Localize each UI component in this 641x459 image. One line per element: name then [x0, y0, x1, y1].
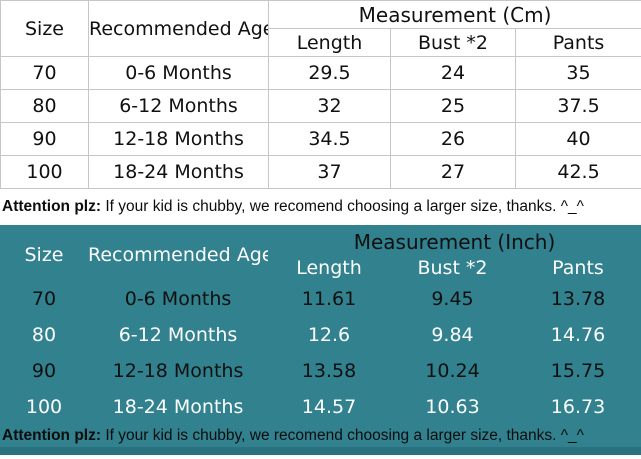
cell-bust: 10.63: [425, 396, 480, 418]
inch-section: Size Recommended Age Measurement (Inch) …: [0, 225, 641, 455]
bottom-strip: [0, 447, 641, 455]
cell-age: 12-18 Months: [112, 360, 244, 382]
attention-note-cm: Attention plz: If your kid is chubby, we…: [0, 189, 641, 225]
cell-age: 0-6 Months: [88, 56, 269, 90]
table-row: 70 0-6 Months 29.5 24 35: [0, 56, 641, 90]
size-table-cm: Size Recommended Age Measurement (Cm) Le…: [0, 0, 641, 189]
cell-pants: 14.76: [550, 324, 606, 346]
cm-length-header: Length: [268, 28, 391, 57]
table-row: 80 6-12 Months 32 25 37.5: [0, 89, 641, 123]
cell-pants: 16.73: [550, 396, 606, 418]
cm-header-row-1: Size Recommended Age Measurement (Cm): [0, 0, 641, 57]
cell-pants: 35: [514, 56, 641, 90]
attention-note-label: Attention plz:: [2, 427, 102, 444]
inch-measurement-header: Measurement (Inch): [353, 230, 556, 254]
cell-pants: 13.78: [550, 288, 606, 310]
cell-size: 100: [25, 396, 63, 418]
cell-pants: 15.75: [550, 360, 606, 382]
cell-size: 80: [31, 324, 57, 346]
cell-bust: 26: [390, 122, 516, 156]
cm-age-header: Recommended Age: [88, 0, 269, 57]
cell-size: 80: [0, 89, 89, 123]
size-table-inch: Size Recommended Age Measurement (Inch) …: [0, 229, 641, 425]
cm-size-header: Size: [0, 0, 89, 57]
cell-bust: 24: [390, 56, 516, 90]
cell-length: 11.61: [301, 288, 357, 310]
inch-age-header: Recommended Age: [88, 244, 268, 266]
cell-age: 18-24 Months: [88, 155, 269, 189]
cell-age: 6-12 Months: [88, 89, 269, 123]
cell-length: 34.5: [268, 122, 391, 156]
inch-size-header: Size: [24, 244, 64, 266]
cell-age: 12-18 Months: [88, 122, 269, 156]
cell-pants: 40: [514, 122, 641, 156]
cell-pants: 37.5: [514, 89, 641, 123]
table-row: 90 12-18 Months 34.5 26 40: [0, 122, 641, 156]
cell-size: 100: [0, 155, 89, 189]
table-row: 80 6-12 Months 12.6 9.84 14.76: [0, 317, 641, 353]
cell-length: 14.57: [301, 396, 357, 418]
inch-pants-header: Pants: [552, 257, 604, 279]
cell-size: 70: [31, 288, 57, 310]
cell-bust: 25: [390, 89, 516, 123]
cell-age: 18-24 Months: [112, 396, 244, 418]
table-row: 90 12-18 Months 13.58 10.24 15.75: [0, 353, 641, 389]
cell-age: 6-12 Months: [118, 324, 238, 346]
cell-size: 90: [0, 122, 89, 156]
cell-bust: 9.45: [431, 288, 474, 310]
cell-pants: 42.5: [514, 155, 641, 189]
cell-size: 70: [0, 56, 89, 90]
table-row: 70 0-6 Months 11.61 9.45 13.78: [0, 281, 641, 317]
cell-length: 32: [268, 89, 391, 123]
cell-bust: 27: [390, 155, 516, 189]
table-row: 100 18-24 Months 14.57 10.63 16.73: [0, 389, 641, 425]
inch-header-row-1: Size Recommended Age Measurement (Inch): [0, 229, 641, 266]
attention-note-inch: Attention plz: If your kid is chubby, we…: [0, 425, 641, 447]
cell-bust: 9.84: [431, 324, 474, 346]
cell-age: 0-6 Months: [124, 288, 232, 310]
attention-note-text: If your kid is chubby, we recomend choos…: [101, 427, 584, 444]
attention-note-text: If your kid is chubby, we recomend choos…: [101, 198, 584, 215]
cell-size: 90: [31, 360, 57, 382]
cell-length: 37: [268, 155, 391, 189]
cm-bust-header: Bust *2: [390, 28, 516, 57]
inch-header-row-2: Length Bust *2 Pants: [0, 255, 641, 281]
cell-length: 13.58: [301, 360, 357, 382]
cm-measurement-header: Measurement (Cm): [267, 0, 641, 29]
table-row: 100 18-24 Months 37 27 42.5: [0, 155, 641, 189]
attention-note-label: Attention plz:: [2, 198, 102, 215]
cm-pants-header: Pants: [514, 28, 641, 57]
cell-bust: 10.24: [425, 360, 480, 382]
inch-bust-header: Bust *2: [417, 257, 488, 279]
cell-length: 29.5: [268, 56, 391, 90]
cell-length: 12.6: [307, 324, 351, 346]
inch-length-header: Length: [296, 257, 362, 279]
